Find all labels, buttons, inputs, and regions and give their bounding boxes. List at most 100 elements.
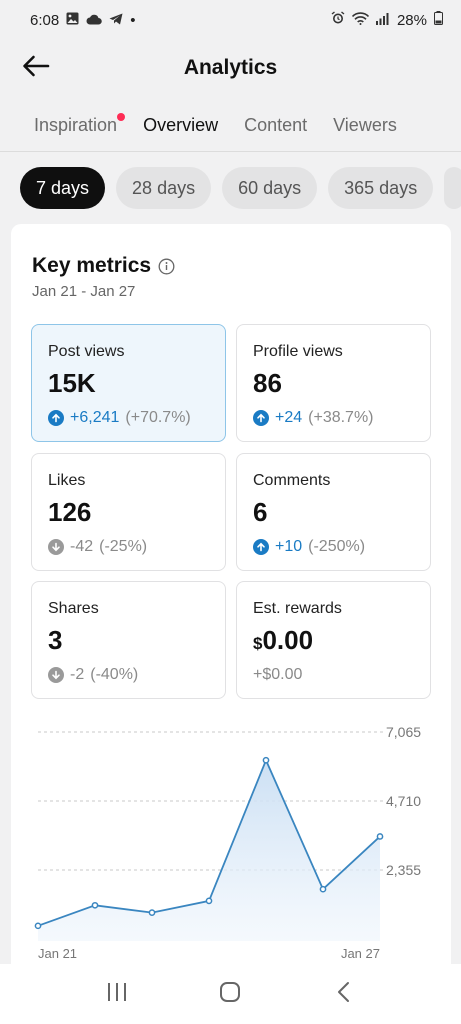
chart-point bbox=[205, 897, 213, 905]
key-metrics-heading: Key metrics bbox=[32, 254, 175, 278]
back-button[interactable] bbox=[18, 52, 54, 84]
key-metrics-card: Key metrics Jan 21 - Jan 27 Post views 1… bbox=[11, 224, 451, 964]
change-amount: -42 bbox=[70, 538, 94, 555]
tab-content[interactable]: Content bbox=[244, 100, 308, 151]
key-metrics-title: Key metrics bbox=[32, 254, 152, 277]
metric-label: Shares bbox=[48, 600, 99, 617]
signal-icon bbox=[375, 12, 390, 29]
arrow-up-icon bbox=[48, 410, 64, 426]
status-time: 6:08 bbox=[30, 11, 60, 29]
currency-symbol: $ bbox=[253, 634, 263, 653]
tab-overview[interactable]: Overview bbox=[130, 100, 232, 151]
metric-change: +24 (+38.7%) bbox=[253, 409, 374, 427]
metric-label: Comments bbox=[253, 472, 331, 489]
metric-label: Likes bbox=[48, 472, 86, 489]
status-left: 6:08 • bbox=[30, 12, 135, 29]
telegram-icon bbox=[109, 12, 123, 29]
home-icon bbox=[219, 981, 241, 1008]
metric-profile-views[interactable]: Profile views 86 +24 (+38.7%) bbox=[236, 324, 431, 442]
wifi-icon bbox=[351, 11, 370, 29]
info-icon[interactable] bbox=[158, 258, 175, 275]
chart-area bbox=[38, 760, 380, 941]
change-percent: (-25%) bbox=[99, 538, 148, 555]
metric-est-rewards[interactable]: Est. rewards $0.00 +$0.00 bbox=[236, 581, 431, 699]
date-range-label: Jan 21 - Jan 27 bbox=[32, 283, 136, 300]
metric-value-wrap: $0.00 bbox=[253, 625, 313, 656]
tab-label: Viewers bbox=[333, 115, 397, 135]
recent-apps-icon bbox=[106, 982, 128, 1007]
metric-label: Profile views bbox=[253, 343, 343, 360]
x-tick-label: Jan 21 bbox=[38, 946, 77, 961]
arrow-up-icon bbox=[253, 410, 269, 426]
chart-point bbox=[34, 922, 42, 930]
status-dot: • bbox=[130, 11, 136, 29]
tab-inspiration[interactable]: Inspiration bbox=[34, 100, 126, 151]
metric-label: Est. rewards bbox=[253, 600, 342, 617]
metric-value: 126 bbox=[48, 497, 92, 527]
metric-change: -42 (-25%) bbox=[48, 538, 147, 556]
change-percent: (+38.7%) bbox=[308, 409, 374, 426]
metric-label: Post views bbox=[48, 343, 125, 360]
metric-change: +6,241 (+70.7%) bbox=[48, 409, 191, 427]
metric-value: 6 bbox=[253, 497, 268, 527]
recent-apps-button[interactable] bbox=[97, 974, 137, 1014]
metric-value: 15K bbox=[48, 368, 96, 398]
change-amount: +24 bbox=[275, 409, 303, 426]
tab-label: Inspiration bbox=[34, 115, 118, 135]
chart-point bbox=[376, 833, 384, 840]
page-title: Analytics bbox=[183, 56, 278, 79]
system-back-button[interactable] bbox=[324, 974, 364, 1014]
arrow-left-icon bbox=[22, 55, 50, 82]
metric-likes[interactable]: Likes 126 -42 (-25%) bbox=[31, 453, 226, 571]
metric-post-views[interactable]: Post views 15K +6,241 (+70.7%) bbox=[31, 324, 226, 442]
metric-comments[interactable]: Comments 6 +10 (-250%) bbox=[236, 453, 431, 571]
home-button[interactable] bbox=[210, 974, 250, 1014]
metric-shares[interactable]: Shares 3 -2 (-40%) bbox=[31, 581, 226, 699]
tab-label: Overview bbox=[143, 115, 219, 135]
system-nav-bar bbox=[0, 964, 461, 1024]
change-percent: (+70.7%) bbox=[125, 409, 191, 426]
change-amount: +$0.00 bbox=[253, 666, 303, 683]
chart-point bbox=[319, 885, 327, 893]
change-percent: (-250%) bbox=[308, 538, 366, 555]
header: Analytics bbox=[0, 40, 461, 96]
range-chip-more[interactable] bbox=[444, 167, 461, 209]
change-percent: (-40%) bbox=[90, 666, 139, 683]
y-tick-label: 4,710 bbox=[386, 793, 421, 809]
chevron-left-icon bbox=[336, 981, 352, 1008]
change-amount: -2 bbox=[70, 666, 85, 683]
metric-value: 86 bbox=[253, 368, 282, 398]
notification-dot bbox=[117, 112, 126, 121]
chart-point bbox=[262, 756, 270, 764]
x-tick-label: Jan 27 bbox=[341, 946, 380, 961]
alarm-icon bbox=[331, 11, 345, 29]
battery-percent: 28% bbox=[396, 11, 427, 29]
chart-point bbox=[91, 901, 99, 909]
range-chip-28-days[interactable]: 28 days bbox=[116, 167, 212, 209]
range-chip-365-days[interactable]: 365 days bbox=[328, 167, 434, 209]
range-chip-7-days[interactable]: 7 days bbox=[20, 167, 106, 209]
change-amount: +6,241 bbox=[70, 409, 120, 426]
arrow-down-icon bbox=[48, 667, 64, 683]
tab-label: Content bbox=[244, 115, 308, 135]
tab-bar: Inspiration Overview Content Viewers bbox=[0, 100, 461, 152]
y-tick-label: 7,065 bbox=[386, 724, 421, 740]
change-amount: +10 bbox=[275, 538, 303, 555]
y-tick-label: 2,355 bbox=[386, 862, 421, 878]
metric-change: +$0.00 bbox=[253, 666, 302, 684]
cloud-icon bbox=[86, 12, 102, 29]
range-chip-60-days[interactable]: 60 days bbox=[222, 167, 318, 209]
battery-icon bbox=[434, 11, 443, 29]
gallery-icon bbox=[66, 12, 79, 29]
metric-change: -2 (-40%) bbox=[48, 666, 138, 684]
metric-value: 3 bbox=[48, 625, 63, 655]
tab-viewers[interactable]: Viewers bbox=[333, 100, 397, 151]
post-views-chart: 7,065 4,710 2,355 Jan 21 Jan 27 bbox=[34, 724, 421, 961]
status-right: 28% bbox=[331, 11, 443, 29]
date-range-selector: 7 days 28 days 60 days 365 days bbox=[20, 167, 461, 209]
chart-point bbox=[148, 909, 156, 916]
metric-value: 0.00 bbox=[262, 625, 314, 655]
status-bar: 6:08 • 28% bbox=[0, 0, 461, 40]
arrow-down-icon bbox=[48, 539, 64, 555]
arrow-up-icon bbox=[253, 539, 269, 555]
